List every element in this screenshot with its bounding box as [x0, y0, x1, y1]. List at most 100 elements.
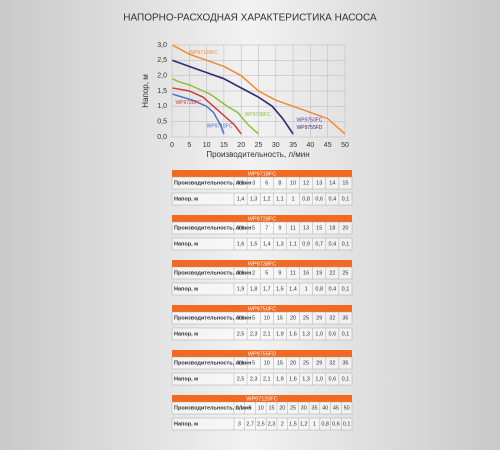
cell: 0,1 — [342, 286, 350, 292]
cell: 2,1 — [263, 376, 271, 382]
table-row — [171, 237, 353, 251]
cell: 13 — [316, 180, 322, 186]
cell: 18 — [329, 225, 335, 231]
cell: 0,7 — [315, 241, 323, 247]
cell: 1,2 — [300, 421, 308, 427]
y-tick-label: 0,0 — [157, 134, 167, 141]
row-label: Производительность, л/мин — [174, 315, 251, 321]
cell: 3 — [252, 180, 255, 186]
cell: 1 — [291, 196, 294, 202]
cell: 1,8 — [250, 286, 258, 292]
cell: 20 — [342, 225, 348, 231]
table-row — [171, 356, 353, 370]
cell: 25 — [290, 405, 296, 411]
x-tick-label: 15 — [220, 142, 228, 149]
cell: 10 — [290, 180, 296, 186]
cell: 1,5 — [289, 421, 297, 427]
cell: 22 — [329, 270, 335, 276]
cell: 5 — [252, 315, 255, 321]
y-tick-label: 0,5 — [157, 119, 167, 126]
table-row — [171, 327, 353, 341]
cell: 15 — [277, 315, 283, 321]
cell: 9 — [278, 270, 281, 276]
series-line — [172, 93, 225, 135]
cell: 11 — [290, 225, 296, 231]
cell: 1,3 — [302, 331, 310, 337]
cell: 2,5 — [257, 421, 265, 427]
x-tick-label: 30 — [272, 142, 280, 149]
cell: 1,6 — [289, 376, 297, 382]
cell: 1,0 — [315, 331, 323, 337]
series-label: WP9738FC — [245, 112, 271, 118]
chart-title: НАПОРНО-РАСХОДНАЯ ХАРАКТЕРИСТИКА НАСОСА — [123, 13, 377, 24]
cell: 1,6 — [237, 241, 245, 247]
row-label: Напор, м — [174, 196, 198, 202]
cell: 0,1 — [342, 241, 350, 247]
cell: 2 — [281, 421, 284, 427]
cell: 25 — [303, 360, 309, 366]
series-label: WP9728FC — [175, 100, 201, 106]
cell: 5 — [265, 270, 268, 276]
cell: 40 — [322, 405, 328, 411]
cell: 10 — [264, 360, 270, 366]
row-label: Производительность, л/мин — [174, 225, 251, 231]
x-axis-label: Производительность, л/мин — [206, 150, 309, 159]
cell: 25 — [342, 270, 348, 276]
series-label: WP97120FC — [189, 50, 218, 56]
cell: 0,1 — [342, 196, 350, 202]
row-label: Производительность, л/мин — [174, 180, 251, 186]
y-tick-label: 1,5 — [157, 88, 167, 95]
cell: 29 — [316, 315, 322, 321]
cell: 9 — [278, 225, 281, 231]
cell: 0,6 — [315, 196, 323, 202]
cell: 30 — [301, 405, 307, 411]
series-line — [171, 44, 346, 135]
cell: 1,3 — [302, 376, 310, 382]
cell: 35 — [311, 405, 317, 411]
cell: 1,6 — [289, 331, 297, 337]
x-tick-label: 35 — [289, 142, 297, 149]
cell: 20 — [290, 360, 296, 366]
cell: 1,3 — [250, 196, 258, 202]
cell: 0,4 — [329, 196, 337, 202]
cell: 0,1 — [342, 331, 350, 337]
table-row — [171, 372, 353, 386]
cell: 12 — [303, 180, 309, 186]
cell: 1,9 — [276, 331, 284, 337]
cell: 1 — [313, 421, 316, 427]
series-line — [172, 78, 259, 135]
cell: 1,9 — [237, 286, 245, 292]
cell: 5 — [252, 360, 255, 366]
cell: 0,1 — [343, 421, 351, 427]
row-label: Напор, м — [174, 286, 198, 292]
cell: 0,6 — [332, 421, 340, 427]
cell: 1,5 — [276, 286, 284, 292]
cell: 0,1 — [237, 180, 245, 186]
cell: 14 — [329, 180, 335, 186]
cell: 25 — [303, 315, 309, 321]
cell: 32 — [329, 360, 335, 366]
table-title: WP97120FC — [246, 396, 278, 402]
x-tick-label: 50 — [341, 142, 349, 149]
row-label: Производительность, л/мин — [174, 360, 251, 366]
x-tick-label: 20 — [237, 142, 245, 149]
cell: 8 — [278, 180, 281, 186]
series-line — [172, 59, 294, 135]
y-tick-label: 3,0 — [157, 42, 167, 49]
cell: 0,4 — [329, 241, 337, 247]
cell: 32 — [329, 315, 335, 321]
cell: 13 — [303, 225, 309, 231]
cell: 0,1 — [237, 270, 245, 276]
table-header — [172, 350, 352, 357]
cell: 7 — [265, 225, 268, 231]
series-label: WP9755FD — [297, 125, 323, 131]
table-row — [171, 221, 353, 235]
cell: 15 — [268, 405, 274, 411]
cell: 2,5 — [237, 331, 245, 337]
cell: 0,6 — [329, 331, 337, 337]
cell: 15 — [316, 225, 322, 231]
table-title: WP9728FC — [248, 216, 276, 222]
x-tick-label: 25 — [255, 142, 263, 149]
x-tick-label: 40 — [307, 142, 315, 149]
